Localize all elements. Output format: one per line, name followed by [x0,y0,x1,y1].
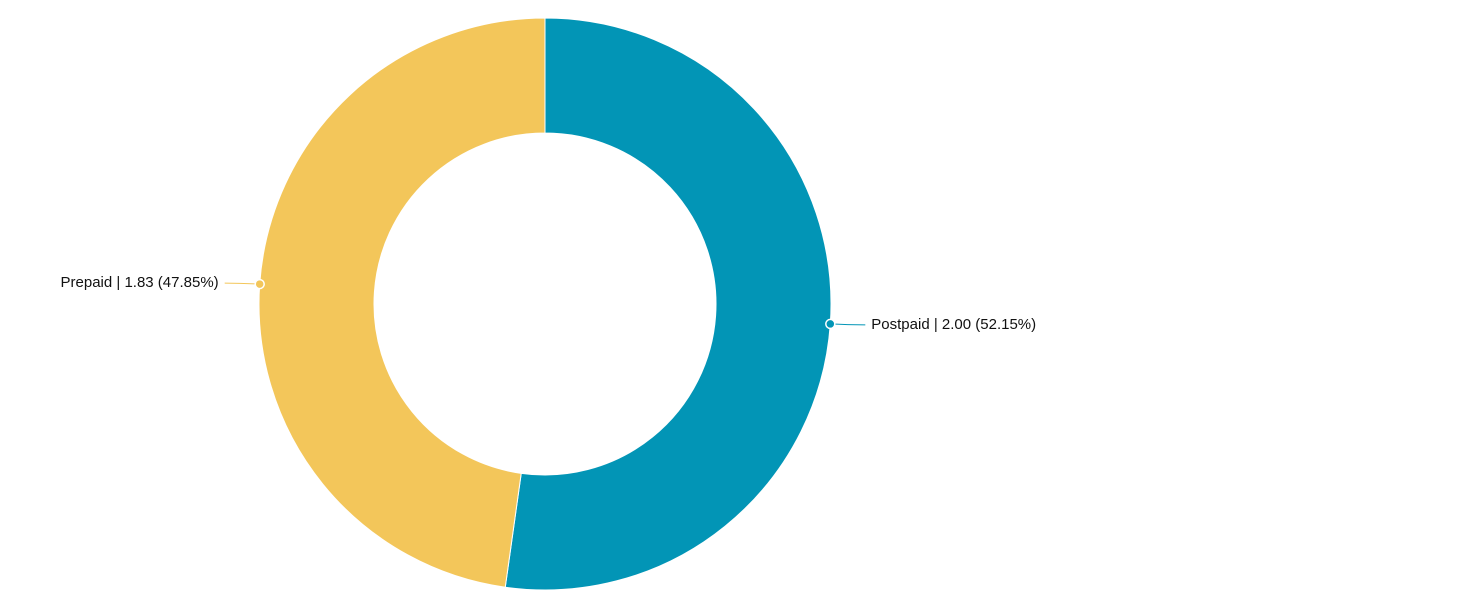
labels-layer: Postpaid | 2.00 (52.15%) Prepaid | 1.83 … [61,274,1037,333]
slice-label-postpaid: Postpaid | 2.00 (52.15%) [871,316,1036,333]
leader-line-prepaid [224,282,260,285]
slice-postpaid[interactable] [504,17,832,591]
label-anchor-dot-postpaid [825,318,836,330]
leader-line-postpaid [830,323,866,326]
label-anchor-dot-prepaid [254,278,265,290]
slice-label-prepaid: Prepaid | 1.83 (47.85%) [61,274,219,291]
slice-prepaid[interactable] [258,17,546,588]
slices-layer [258,17,832,591]
